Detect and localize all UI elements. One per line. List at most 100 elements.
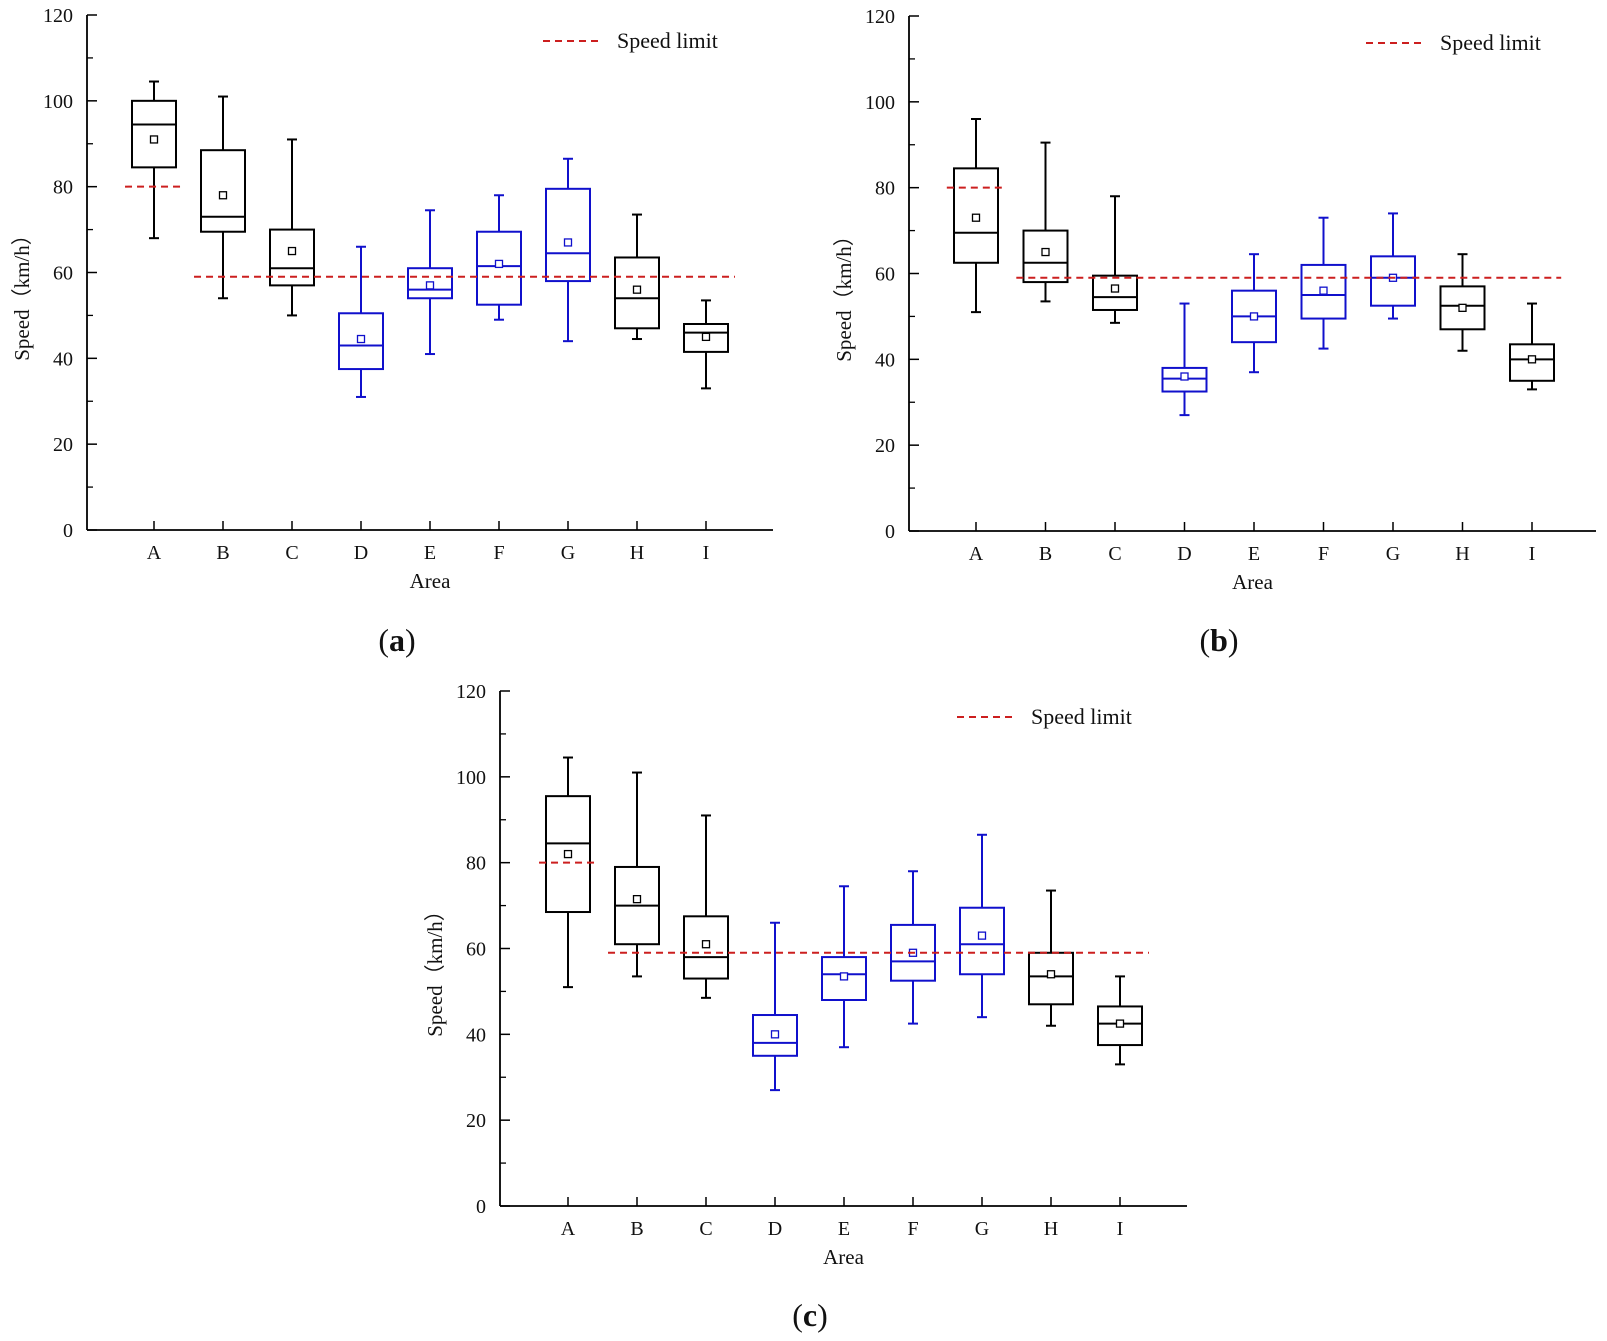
mean-marker — [770, 1030, 780, 1039]
y-tick-label: 0 — [885, 521, 895, 543]
x-tick-label: E — [1248, 543, 1260, 565]
box-B — [200, 95, 246, 300]
panel-label: (c) — [792, 1297, 828, 1333]
y-tick-label: 120 — [865, 6, 895, 28]
box-G — [1370, 212, 1416, 320]
box-G — [545, 157, 591, 343]
y-tick-label: 40 — [53, 348, 73, 370]
x-tick-label: D — [768, 1218, 782, 1240]
mean-marker — [1527, 355, 1537, 364]
mean-marker — [149, 135, 159, 144]
y-tick-label: 60 — [53, 263, 73, 285]
box-B — [1022, 141, 1069, 303]
box-F — [1300, 216, 1347, 350]
x-tick-label: D — [354, 542, 368, 564]
box-iqr — [338, 312, 384, 371]
x-tick-label: I — [1529, 543, 1536, 565]
mean-marker — [701, 940, 711, 949]
mean-marker — [218, 191, 228, 200]
x-tick-label: G — [1386, 543, 1400, 565]
panel-label: (a) — [378, 622, 415, 658]
mean-marker — [563, 238, 573, 247]
box-C — [269, 138, 315, 317]
mean-marker — [1046, 970, 1056, 979]
y-axis-title: Speed（km/h） — [10, 224, 34, 361]
mean-marker — [1180, 372, 1189, 381]
box-iqr — [1092, 274, 1138, 311]
x-tick-label: F — [1318, 543, 1329, 565]
box-iqr — [683, 323, 729, 353]
box-iqr — [1097, 1005, 1143, 1047]
box-E — [1231, 253, 1277, 374]
mean-marker — [977, 931, 987, 940]
y-tick-label: 120 — [43, 5, 73, 27]
y-tick-label: 100 — [456, 767, 486, 789]
y-tick-label: 80 — [53, 177, 73, 199]
y-axis-title: Speed（km/h） — [832, 225, 856, 362]
x-tick-label: B — [630, 1218, 643, 1240]
x-tick-label: C — [1108, 543, 1121, 565]
box-H — [1028, 889, 1074, 1027]
box-I — [683, 299, 729, 390]
x-tick-label: B — [1039, 543, 1052, 565]
box-D — [752, 921, 798, 1092]
box-C — [683, 814, 729, 999]
y-tick-label: 100 — [43, 91, 73, 113]
y-tick-label: 0 — [476, 1196, 486, 1218]
box-iqr — [683, 915, 729, 980]
mean-marker — [287, 246, 297, 256]
x-tick-label: F — [907, 1218, 918, 1240]
x-tick-label: G — [561, 542, 575, 564]
box-G — [959, 833, 1005, 1019]
box-iqr — [1370, 255, 1416, 307]
x-tick-label: D — [1177, 543, 1191, 565]
x-tick-label: E — [424, 542, 436, 564]
box-iqr — [545, 187, 591, 283]
box-H — [1439, 253, 1486, 352]
box-A — [545, 756, 591, 989]
box-I — [1509, 302, 1555, 391]
mean-marker — [971, 213, 981, 222]
y-tick-label: 120 — [456, 681, 486, 703]
panel-b: 0 20 40 60 80 100 120 A B C D E F G H I Area Speed（km/h） S… — [832, 6, 1596, 658]
box-iqr — [476, 230, 522, 306]
y-tick-label: 60 — [466, 939, 486, 961]
y-tick-label: 20 — [53, 434, 73, 456]
mean-marker — [1041, 247, 1050, 257]
mean-marker — [356, 334, 366, 344]
mean-marker — [425, 281, 435, 290]
x-tick-label: A — [561, 1218, 576, 1240]
box-E — [407, 209, 453, 356]
y-tick-label: 60 — [875, 264, 895, 286]
x-axis-title: Area — [1232, 570, 1273, 594]
x-tick-label: I — [1117, 1218, 1124, 1240]
mean-marker — [632, 894, 642, 904]
mean-marker — [1115, 1019, 1125, 1028]
box-D — [338, 245, 384, 398]
x-tick-label: H — [1044, 1218, 1058, 1240]
x-axis-title: Area — [823, 1245, 864, 1269]
box-I — [1097, 975, 1143, 1066]
legend-label: Speed limit — [617, 28, 718, 53]
box-iqr — [1022, 229, 1069, 284]
box-iqr — [1161, 366, 1208, 393]
y-tick-label: 80 — [875, 178, 895, 200]
box-iqr — [1300, 263, 1347, 320]
x-tick-label: A — [969, 543, 984, 565]
x-tick-label: C — [285, 542, 298, 564]
box-H — [614, 213, 660, 341]
mean-marker — [632, 285, 642, 294]
mean-marker — [494, 259, 504, 269]
box-iqr — [407, 267, 453, 300]
x-tick-label: E — [838, 1218, 850, 1240]
box-iqr — [1439, 285, 1486, 331]
box-iqr — [200, 149, 246, 233]
y-axis-title: Speed（km/h） — [423, 900, 447, 1037]
box-iqr — [1028, 951, 1074, 1006]
panel-a: 0 20 40 60 80 100 120 A B C D E F G H I Area Speed（km/h） S… — [10, 5, 773, 658]
x-tick-label: H — [630, 542, 644, 564]
mean-marker — [839, 972, 849, 981]
mean-marker — [1110, 284, 1120, 293]
box-A — [131, 80, 177, 240]
